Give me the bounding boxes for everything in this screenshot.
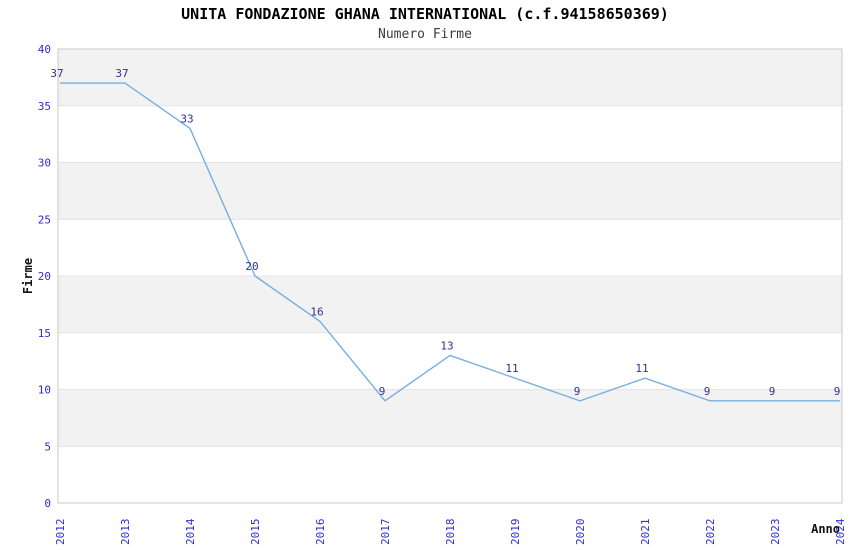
data-point-label: 11 bbox=[635, 362, 648, 375]
grid-band bbox=[58, 389, 842, 447]
y-tick-label: 10 bbox=[38, 384, 51, 397]
x-tick-label: 2023 bbox=[769, 519, 782, 546]
data-point-label: 9 bbox=[379, 385, 386, 398]
data-point-label: 9 bbox=[574, 385, 581, 398]
x-tick-label: 2021 bbox=[639, 519, 652, 546]
data-point-label: 9 bbox=[769, 385, 776, 398]
y-axis-title: Firme bbox=[21, 258, 35, 294]
x-tick-label: 2012 bbox=[54, 519, 67, 546]
y-tick-label: 0 bbox=[44, 497, 51, 510]
data-point-label: 20 bbox=[245, 260, 258, 273]
plot-bands bbox=[58, 49, 842, 447]
y-tick-label: 30 bbox=[38, 157, 51, 170]
x-tick-label: 2020 bbox=[574, 519, 587, 546]
y-axis-tick-labels: 0 5 10 15 20 25 30 35 40 bbox=[38, 43, 51, 510]
y-tick-label: 35 bbox=[38, 100, 51, 113]
x-tick-label: 2024 bbox=[834, 518, 847, 545]
data-point-label: 9 bbox=[834, 385, 841, 398]
data-point-label: 11 bbox=[505, 362, 518, 375]
x-tick-label: 2018 bbox=[444, 519, 457, 546]
data-point-label: 13 bbox=[440, 339, 453, 352]
grid-band bbox=[58, 276, 842, 333]
x-tick-label: 2016 bbox=[314, 519, 327, 546]
chart-line bbox=[60, 82, 840, 402]
data-point-label: 37 bbox=[50, 67, 63, 80]
data-series bbox=[60, 82, 840, 402]
x-tick-label: 2022 bbox=[704, 519, 717, 546]
x-tick-label: 2013 bbox=[119, 519, 132, 546]
x-tick-label: 2014 bbox=[184, 518, 197, 545]
x-tick-label: 2015 bbox=[249, 519, 262, 546]
x-tick-label: 2017 bbox=[379, 519, 392, 546]
grid-band bbox=[58, 162, 842, 220]
data-point-label: 33 bbox=[180, 112, 193, 125]
data-point-label: 9 bbox=[704, 385, 711, 398]
y-tick-label: 40 bbox=[38, 43, 51, 56]
plot-area-border bbox=[57, 48, 843, 504]
chart-title: UNITA FONDAZIONE GHANA INTERNATIONAL (c.… bbox=[181, 5, 669, 23]
data-point-labels: 37 37 33 20 16 9 13 11 9 11 9 9 9 bbox=[50, 67, 840, 398]
y-tick-label: 5 bbox=[44, 440, 51, 453]
grid-band bbox=[58, 49, 842, 106]
x-tick-label: 2019 bbox=[509, 519, 522, 546]
y-tick-label: 25 bbox=[38, 213, 51, 226]
gridlines bbox=[58, 105, 842, 447]
x-axis-tick-labels: 2012 2013 2014 2015 2016 2017 2018 2019 2020 2021… bbox=[54, 518, 847, 545]
x-axis-title: Anno bbox=[811, 522, 840, 536]
y-tick-label: 20 bbox=[38, 270, 51, 283]
data-point-label: 37 bbox=[115, 67, 128, 80]
y-tick-label: 15 bbox=[38, 327, 51, 340]
chart-subtitle: Numero Firme bbox=[378, 27, 472, 42]
data-point-label: 16 bbox=[310, 305, 323, 318]
